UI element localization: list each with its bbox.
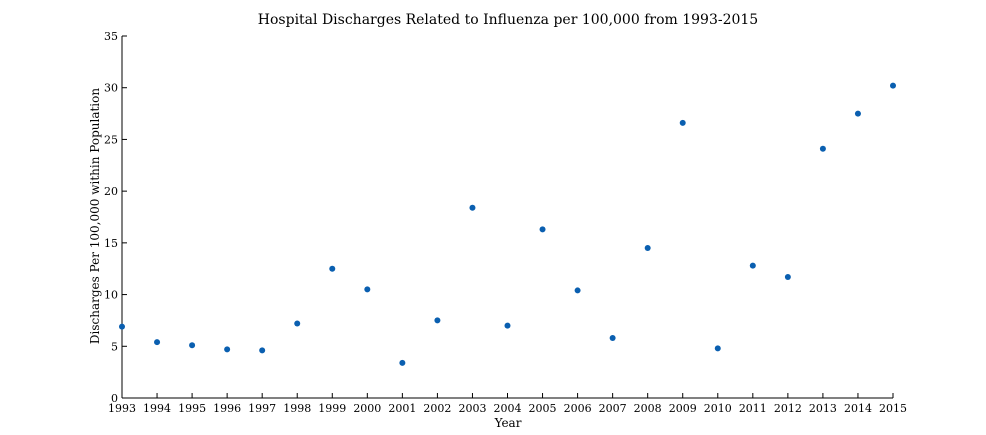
x-tick-label: 1993 (108, 402, 136, 415)
x-tick-label: 2013 (809, 402, 837, 415)
y-tick-label: 0 (111, 392, 118, 405)
y-tick-label: 5 (111, 340, 118, 353)
data-point (434, 317, 441, 324)
x-axis-label: Year (494, 416, 522, 430)
y-tick-label: 30 (104, 82, 118, 95)
data-point (154, 339, 161, 346)
data-point (784, 273, 791, 280)
x-tick-label: 2007 (599, 402, 627, 415)
x-tick-label: 2008 (634, 402, 662, 415)
chart-title: Hospital Discharges Related to Influenza… (258, 12, 758, 28)
x-tick-label: 1994 (143, 402, 171, 415)
x-tick-label: 2015 (879, 402, 907, 415)
data-point (679, 119, 686, 126)
data-point (574, 287, 581, 294)
x-tick-label: 2006 (564, 402, 592, 415)
x-tick-label: 2014 (844, 402, 872, 415)
x-tick-label: 2004 (494, 402, 522, 415)
x-tick-label: 2003 (458, 402, 486, 415)
y-tick-label: 35 (104, 30, 118, 43)
data-point (259, 347, 266, 354)
data-point (539, 226, 546, 233)
y-tick-label: 15 (104, 237, 118, 250)
x-tick-label: 1998 (283, 402, 311, 415)
x-tick-label: 1995 (178, 402, 206, 415)
data-point (609, 335, 616, 342)
data-point (189, 342, 196, 349)
x-tick-label: 2009 (669, 402, 697, 415)
x-tick-label: 2012 (774, 402, 802, 415)
y-axis: 0 5 10 15 20 25 30 35 (104, 30, 127, 405)
x-tick-label: 2002 (423, 402, 451, 415)
y-axis-label: Discharges Per 100,000 within Population (88, 88, 102, 344)
data-point (329, 265, 336, 272)
data-point (469, 204, 476, 211)
x-tick-label: 1997 (248, 402, 276, 415)
data-point (749, 262, 756, 269)
x-tick-label: 2001 (388, 402, 416, 415)
x-tick-label: 2005 (529, 402, 557, 415)
data-point (364, 286, 371, 293)
data-point (854, 110, 861, 117)
data-point (714, 345, 721, 352)
data-point (399, 359, 406, 366)
data-point (119, 323, 125, 330)
y-tick-label: 10 (104, 289, 118, 302)
data-point (644, 245, 651, 252)
x-tick-label: 2010 (704, 402, 732, 415)
data-point (819, 145, 826, 152)
y-tick-label: 20 (104, 185, 118, 198)
x-tick-label: 2000 (353, 402, 381, 415)
data-point (224, 346, 231, 353)
data-point (504, 322, 511, 329)
x-tick-label: 1996 (213, 402, 241, 415)
x-tick-label: 2011 (739, 402, 767, 415)
data-points (119, 82, 896, 366)
y-tick-label: 25 (104, 133, 118, 146)
data-point (890, 82, 896, 89)
data-point (294, 320, 301, 327)
x-tick-label: 1999 (318, 402, 346, 415)
x-axis: 1993 1994 1995 1996 1997 1998 1999 2000 2001 2002… (108, 393, 907, 415)
